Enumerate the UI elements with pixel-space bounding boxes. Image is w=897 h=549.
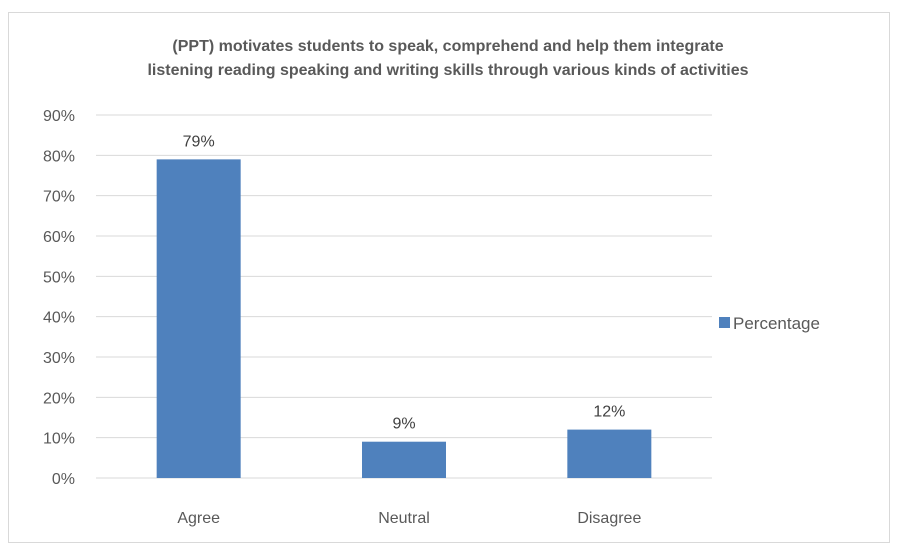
y-tick-label: 20%: [43, 390, 75, 407]
bar-disagree: [567, 429, 652, 478]
legend: Percentage: [719, 314, 820, 333]
y-tick-label: 60%: [43, 229, 75, 246]
x-tick-label-disagree: Disagree: [577, 510, 641, 527]
chart-title-line-2: listening reading speaking and writing s…: [147, 62, 748, 79]
y-tick-label: 90%: [43, 108, 75, 125]
x-axis-ticks: Agree Neutral Disagree: [177, 510, 641, 527]
x-tick-label-neutral: Neutral: [378, 510, 430, 527]
bars: [156, 159, 652, 478]
chart-title-line-1: (PPT) motivates students to speak, compr…: [172, 38, 723, 55]
y-tick-label: 70%: [43, 189, 75, 206]
data-label-neutral: 9%: [392, 416, 415, 433]
bar-neutral: [362, 441, 446, 478]
y-tick-label: 30%: [43, 350, 75, 367]
chart-title: (PPT) motivates students to speak, compr…: [147, 38, 748, 79]
y-tick-label: 10%: [43, 431, 75, 448]
chart-frame: [8, 12, 890, 543]
legend-swatch-percentage: [719, 317, 730, 328]
y-tick-label: 80%: [43, 148, 75, 165]
y-tick-label: 40%: [43, 310, 75, 327]
data-labels: 79% 9% 12%: [183, 133, 626, 432]
x-tick-label-agree: Agree: [177, 510, 220, 527]
y-axis-ticks: 0% 10% 20% 30% 40% 50% 60% 70% 80% 90%: [43, 108, 75, 488]
y-tick-label: 50%: [43, 269, 75, 286]
data-label-agree: 79%: [183, 133, 215, 150]
y-tick-label: 0%: [52, 471, 75, 488]
data-label-disagree: 12%: [593, 404, 625, 421]
bar-agree: [156, 159, 241, 478]
legend-label-percentage: Percentage: [733, 314, 820, 333]
